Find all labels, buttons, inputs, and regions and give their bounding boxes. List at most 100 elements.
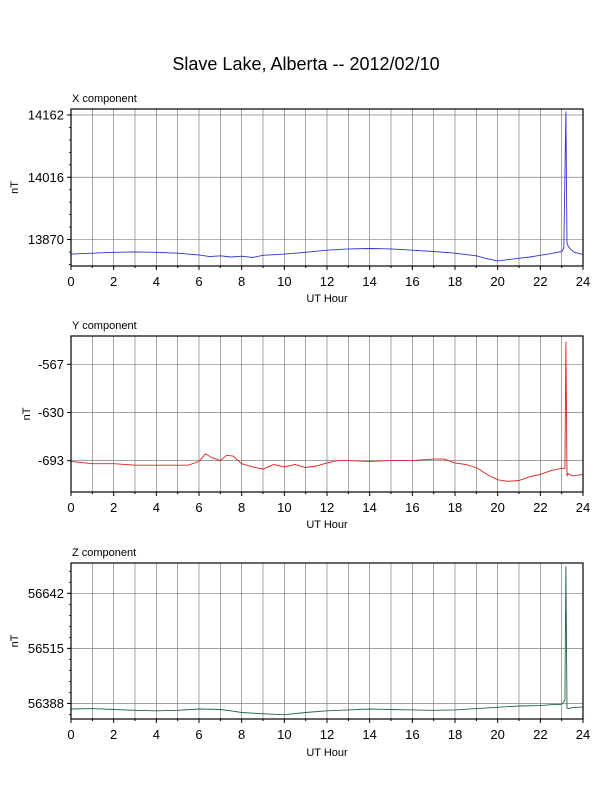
x-tick-label: 8: [238, 727, 245, 742]
x-tick-label: 16: [405, 274, 419, 289]
data-point: [369, 461, 371, 462]
data-point: [433, 458, 435, 460]
data-point: [564, 467, 566, 469]
x-tick-label: 10: [277, 274, 291, 289]
x-tick-label: 20: [490, 274, 504, 289]
data-point: [564, 700, 566, 701]
data-point: [565, 566, 567, 567]
data-point: [443, 458, 445, 460]
data-point: [465, 464, 467, 465]
data-point: [262, 468, 264, 470]
data-point: [232, 455, 234, 457]
data-point: [294, 464, 296, 465]
data-point: [241, 463, 243, 465]
data-point: [113, 709, 115, 710]
data-point: [518, 705, 520, 707]
data-point: [433, 251, 435, 252]
data-point: [283, 466, 285, 468]
x-tick-label: 4: [153, 727, 160, 742]
data-point: [566, 242, 568, 244]
x-tick-label: 16: [405, 727, 419, 742]
panel-title: Z component: [72, 547, 136, 559]
data-point: [475, 708, 477, 709]
data-point: [475, 255, 477, 257]
data-point: [369, 248, 371, 249]
data-point: [91, 708, 93, 709]
x-tick-label: 20: [490, 500, 504, 515]
x-tick-label: 0: [67, 500, 74, 515]
data-point: [565, 111, 567, 112]
x-axis-label: UT Hour: [306, 747, 348, 759]
y-tick-label: 14162: [28, 107, 64, 122]
y-tick-label: 56515: [28, 641, 64, 656]
x-tick-label: 14: [362, 727, 376, 742]
y-tick-label: 13870: [28, 232, 64, 247]
plot-frame: [70, 108, 584, 267]
data-point: [497, 706, 499, 708]
x-tick-label: 24: [576, 500, 590, 515]
x-tick-label: 18: [448, 274, 462, 289]
panel-title: Y component: [72, 320, 137, 332]
x-tick-label: 12: [320, 274, 334, 289]
data-point: [454, 709, 456, 711]
data-point: [411, 460, 413, 461]
x-tick-label: 4: [153, 500, 160, 515]
x-tick-label: 20: [490, 727, 504, 742]
data-point: [347, 709, 349, 711]
panel-title: X component: [72, 93, 137, 105]
x-tick-label: 6: [195, 274, 202, 289]
data-point: [563, 247, 565, 249]
x-tick-label: 14: [362, 500, 376, 515]
data-point: [230, 710, 232, 712]
data-point: [209, 256, 211, 257]
y-tick-label: -567: [38, 357, 64, 372]
data-point: [155, 464, 157, 466]
data-point: [454, 252, 456, 254]
data-point: [230, 256, 232, 258]
data-point: [211, 457, 213, 458]
y-tick-label: 56388: [28, 696, 64, 711]
data-point: [550, 470, 552, 471]
data-point: [475, 467, 477, 468]
data-point: [486, 474, 488, 475]
data-point: [566, 707, 568, 709]
x-tick-label: 6: [195, 500, 202, 515]
data-point: [262, 254, 264, 256]
series-line: [70, 342, 584, 482]
x-tick-label: 22: [533, 500, 547, 515]
data-point: [198, 254, 200, 256]
x-tick-label: 18: [448, 727, 462, 742]
x-tick-label: 2: [110, 727, 117, 742]
data-point: [561, 467, 563, 469]
x-tick-label: 12: [320, 727, 334, 742]
data-point: [251, 257, 253, 258]
data-point: [177, 252, 179, 254]
x-tick-label: 0: [67, 274, 74, 289]
x-tick-label: 24: [576, 727, 590, 742]
data-point: [198, 461, 200, 462]
y-axis-label: nT: [9, 181, 21, 194]
data-point: [507, 480, 509, 482]
y-tick-label: -630: [38, 405, 64, 420]
data-point: [326, 710, 328, 712]
data-point: [518, 480, 520, 481]
data-point: [134, 464, 136, 466]
data-point: [390, 709, 392, 710]
data-point: [569, 248, 571, 250]
data-point: [433, 709, 435, 711]
data-point: [283, 714, 285, 716]
data-point: [219, 709, 221, 710]
data-point: [241, 255, 243, 257]
data-point: [347, 460, 349, 461]
data-point: [219, 255, 221, 257]
series-line: [70, 111, 584, 262]
data-point: [262, 713, 264, 715]
x-tick-label: 12: [320, 500, 334, 515]
data-point: [187, 464, 189, 466]
data-point: [571, 707, 573, 709]
data-point: [574, 251, 575, 253]
